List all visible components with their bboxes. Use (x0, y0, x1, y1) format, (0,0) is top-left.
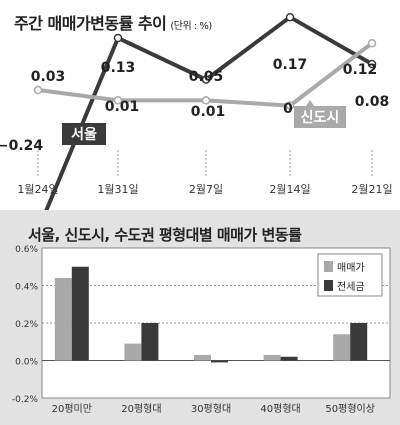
data-point (201, 75, 211, 84)
bar (280, 356, 298, 361)
bar (263, 354, 281, 361)
chart-title-text: 주간 매매가변동률 추이 (14, 14, 167, 33)
data-point (201, 96, 211, 105)
x-tick-label: 40평형대 (260, 403, 300, 415)
chart-title: 서울, 신도시, 수도권 평형대별 매매가 변동률 (28, 226, 302, 244)
x-tick-label: 1월31일 (97, 182, 138, 196)
data-label: 0.05 (189, 69, 224, 85)
x-tick-label: 2월21일 (351, 182, 392, 196)
series-tag-newtown: 신도시 (301, 110, 340, 126)
bar (54, 278, 72, 361)
series-tag-bg (62, 123, 106, 145)
legend-label: 전세금 (337, 281, 365, 293)
bar-chart: 0.6% 0.4% 0.2% 0.0% -0.2% 20평미만 20평형대 30평형대 40평형… (12, 245, 391, 415)
bar (333, 334, 351, 361)
legend-swatch (324, 261, 333, 272)
series-tag-seoul: 서울 (71, 126, 97, 143)
bar (124, 343, 142, 361)
x-tick-label: 1월24일 (17, 182, 58, 196)
data-point (367, 38, 377, 48)
data-point (33, 85, 43, 95)
legend-label: 매매가 (337, 262, 365, 274)
size-change-panel: 서울, 신도시, 수도권 평형대별 매매가 변동률 0.6% 0.4% 0.2% 0.… (0, 210, 400, 425)
x-tick-label: 2월7일 (189, 182, 223, 196)
data-point (367, 59, 377, 69)
chart-title: 주간 매매가변동률 추이 (단위 : %) (14, 10, 212, 34)
data-label: 0.01 (191, 104, 226, 120)
y-tick-label: 0.4% (15, 283, 38, 293)
data-point (113, 96, 123, 105)
line-chart: 1월24일 1월31일 2월7일 2월14일 2월21일 −0.24 0.13 0.05 0.1… (0, 12, 393, 210)
series-tag-pointer (306, 100, 314, 106)
data-label: 0.12 (343, 62, 378, 78)
x-tick-label: 20평형대 (121, 403, 161, 415)
y-tick-label: -0.2% (12, 395, 39, 405)
data-label: 0.01 (105, 99, 140, 115)
y-tick-label: 0.2% (15, 320, 38, 330)
legend-swatch (324, 280, 333, 291)
data-label: −0.24 (0, 138, 43, 154)
data-label: 0 (283, 101, 293, 117)
unit-label: (단위 : %) (170, 21, 212, 32)
series-tag-bg (294, 106, 346, 128)
data-label: 0.08 (355, 94, 390, 110)
data-point (285, 12, 295, 22)
data-point (285, 101, 295, 110)
x-tick-label: 2월14일 (269, 182, 310, 196)
bar (71, 266, 89, 361)
bar (141, 323, 159, 361)
data-label: 0.13 (101, 60, 136, 76)
y-tick-label: 0.0% (15, 358, 38, 368)
data-point (113, 33, 123, 43)
bar (194, 354, 211, 361)
x-tick-label: 20평미만 (52, 403, 92, 415)
y-tick-label: 0.6% (15, 245, 38, 255)
data-label: 0.03 (31, 69, 66, 85)
data-label: 0.17 (273, 57, 308, 73)
x-tick-label: 50평형이상 (325, 403, 375, 415)
x-tick-label: 30평형대 (191, 403, 231, 415)
bar (350, 323, 368, 361)
weekly-change-panel: 주간 매매가변동률 추이 (단위 : %) 1월24일 1월31일 2월7일 2월14일… (0, 0, 400, 210)
bar (211, 360, 228, 363)
